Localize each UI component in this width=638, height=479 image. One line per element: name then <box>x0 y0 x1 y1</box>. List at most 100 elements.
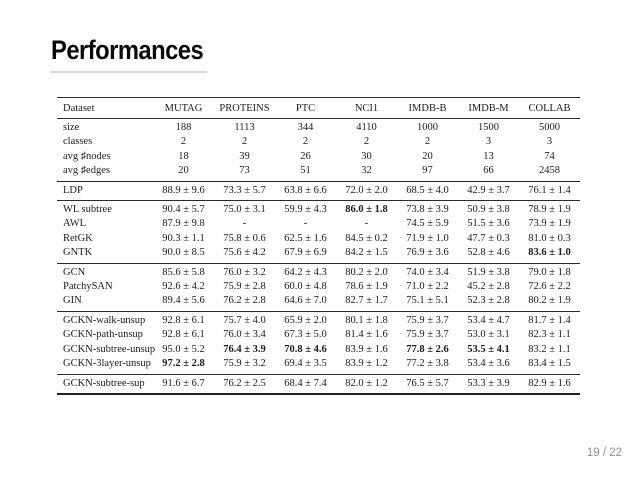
table-cell: 77.8 ± 2.6 <box>406 343 449 355</box>
row-label: GCKN-subtree-sup <box>63 377 145 389</box>
table-cell: 344 <box>297 122 314 133</box>
table-cell: 75.9 ± 3.2 <box>223 358 266 370</box>
table-cell: 86.0 ± 1.8 <box>345 204 388 216</box>
table-cell: 67.9 ± 6.9 <box>284 247 327 259</box>
table-cell: 82.3 ± 1.1 <box>528 329 571 341</box>
table-cell: 92.8 ± 6.1 <box>162 329 205 341</box>
table-cell: 64.6 ± 7.0 <box>284 295 327 307</box>
frame-title: Performances <box>51 35 204 65</box>
table-cell: 45.2 ± 2.8 <box>467 281 510 293</box>
table-cell: 2 <box>180 136 187 148</box>
table-cell: 75.7 ± 4.0 <box>223 314 266 326</box>
table-cell: 1500 <box>478 122 499 133</box>
table-cell: 32 <box>361 165 372 177</box>
table-cell: 20 <box>178 165 189 177</box>
table-cell: 73.9 ± 1.9 <box>528 218 571 230</box>
table-cell: 78.6 ± 1.9 <box>345 281 388 293</box>
table-cell: 30 <box>361 150 372 162</box>
page-number: 19 / 22 <box>586 447 622 459</box>
table-row: GCKN-walk-unsup 92.8 ± 6.1 75.7 ± 4.0 65.9 … <box>57 311 580 328</box>
table-cell: 76.0 ± 3.2 <box>223 266 266 278</box>
column-header: PROTEINS <box>219 103 270 114</box>
table-cell: 76.5 ± 5.7 <box>406 377 449 389</box>
table-cell: 88.9 ± 9.6 <box>162 184 205 196</box>
table-cell: 68.4 ± 7.4 <box>284 377 327 389</box>
column-header: MUTAG <box>164 103 203 114</box>
table-cell: 20 <box>422 150 433 162</box>
table-row: GCKN-subtree-sup 91.6 ± 6.7 76.2 ± 2.5 68.4… <box>57 374 580 394</box>
table-cell: 84.2 ± 1.5 <box>345 247 388 259</box>
table-cell: 73.3 ± 5.7 <box>223 184 266 196</box>
table-cell: 64.2 ± 4.3 <box>284 266 327 278</box>
column-header: COLLAB <box>528 103 571 114</box>
table-cell: 74.0 ± 3.4 <box>406 266 449 278</box>
column-header: PTC <box>295 103 316 114</box>
row-label: LDP <box>63 184 83 196</box>
row-label: PatchySAN <box>63 281 113 293</box>
table-cell: 83.4 ± 1.5 <box>528 358 571 370</box>
table-cell: 53.4 ± 3.6 <box>467 358 510 370</box>
table-cell: 72.0 ± 2.0 <box>345 184 388 196</box>
table-cell: 80.1 ± 1.8 <box>345 314 388 326</box>
row-label: GCKN-walk-unsup <box>63 314 146 326</box>
table-cell: 66 <box>483 165 494 177</box>
table-cell: 76.4 ± 3.9 <box>223 343 266 355</box>
table-row: classes 2 2 2 2 2 3 3 <box>57 135 580 149</box>
row-label: RetGK <box>63 232 93 244</box>
column-header: NCI1 <box>354 103 379 114</box>
table-cell: 53.4 ± 4.7 <box>467 314 510 326</box>
table-cell: 2 <box>424 136 431 148</box>
row-label: GCN <box>63 266 86 278</box>
table-cell: 71.9 ± 1.0 <box>406 232 449 244</box>
table-cell: 2 <box>363 136 370 148</box>
table-cell: 84.5 ± 0.2 <box>345 232 388 244</box>
table-cell: 52.3 ± 2.8 <box>467 295 510 307</box>
row-label: GIN <box>63 295 82 307</box>
table-cell: 97.2 ± 2.8 <box>162 358 205 370</box>
table-row: LDP 88.9 ± 9.6 73.3 ± 5.7 63.8 ± 6.6 72.0 ± … <box>57 181 580 200</box>
table-row: RetGK 90.3 ± 1.1 75.8 ± 0.6 62.5 ± 1.6 84.5 … <box>57 232 580 246</box>
row-label: classes <box>63 136 93 148</box>
table-cell: 51.9 ± 3.8 <box>467 266 510 278</box>
table-cell: 39 <box>239 150 250 162</box>
table-cell: 60.0 ± 4.8 <box>284 281 327 293</box>
table-cell: 71.0 ± 2.2 <box>406 281 449 293</box>
row-label: GNTK <box>63 247 93 259</box>
table-cell: 81.0 ± 0.3 <box>528 232 571 244</box>
row-label: GCKN-3layer-unsup <box>63 358 151 370</box>
table-cell: 77.2 ± 3.8 <box>406 358 449 370</box>
table-cell: 63.8 ± 6.6 <box>284 184 327 196</box>
table-cell: 50.9 ± 3.8 <box>467 204 510 216</box>
table-cell: 3 <box>485 136 492 148</box>
table-cell: 81.7 ± 1.4 <box>528 314 571 326</box>
table-cell: 75.6 ± 4.2 <box>223 247 266 259</box>
table-cell: 53.3 ± 3.9 <box>467 377 510 389</box>
table-cell: 81.4 ± 1.6 <box>345 329 388 341</box>
row-label: size <box>63 122 80 133</box>
table-cell: 74 <box>544 150 555 162</box>
column-header: IMDB-B <box>408 103 447 114</box>
table-cell: 75.9 ± 3.7 <box>406 314 449 326</box>
table-cell: 52.8 ± 4.6 <box>467 247 510 259</box>
row-label: WL subtree <box>63 204 112 216</box>
table-cell: 95.0 ± 5.2 <box>162 343 205 355</box>
table-cell: 59.9 ± 4.3 <box>284 204 327 216</box>
row-label: avg ♯edges <box>63 165 110 177</box>
table-cell: 68.5 ± 4.0 <box>406 184 449 196</box>
table-cell: - <box>364 218 369 230</box>
table-cell: 53.0 ± 3.1 <box>467 329 510 341</box>
table-cell: 79.0 ± 1.8 <box>528 266 571 278</box>
table-cell: 75.1 ± 5.1 <box>406 295 449 307</box>
table-row: GIN 89.4 ± 5.6 76.2 ± 2.8 64.6 ± 7.0 82.7 ± … <box>57 294 580 311</box>
table-cell: 78.9 ± 1.9 <box>528 204 571 216</box>
row-label: avg ♯nodes <box>63 150 111 162</box>
table-cell: 75.0 ± 3.1 <box>223 204 266 216</box>
table-cell: 82.9 ± 1.6 <box>528 377 571 389</box>
table-cell: 91.6 ± 6.7 <box>162 377 205 389</box>
table-cell: 188 <box>175 122 192 133</box>
table-cell: 42.9 ± 3.7 <box>467 184 510 196</box>
table-cell: 18 <box>178 150 189 162</box>
table-cell: 75.9 ± 2.8 <box>223 281 266 293</box>
row-label: AWL <box>63 218 87 230</box>
